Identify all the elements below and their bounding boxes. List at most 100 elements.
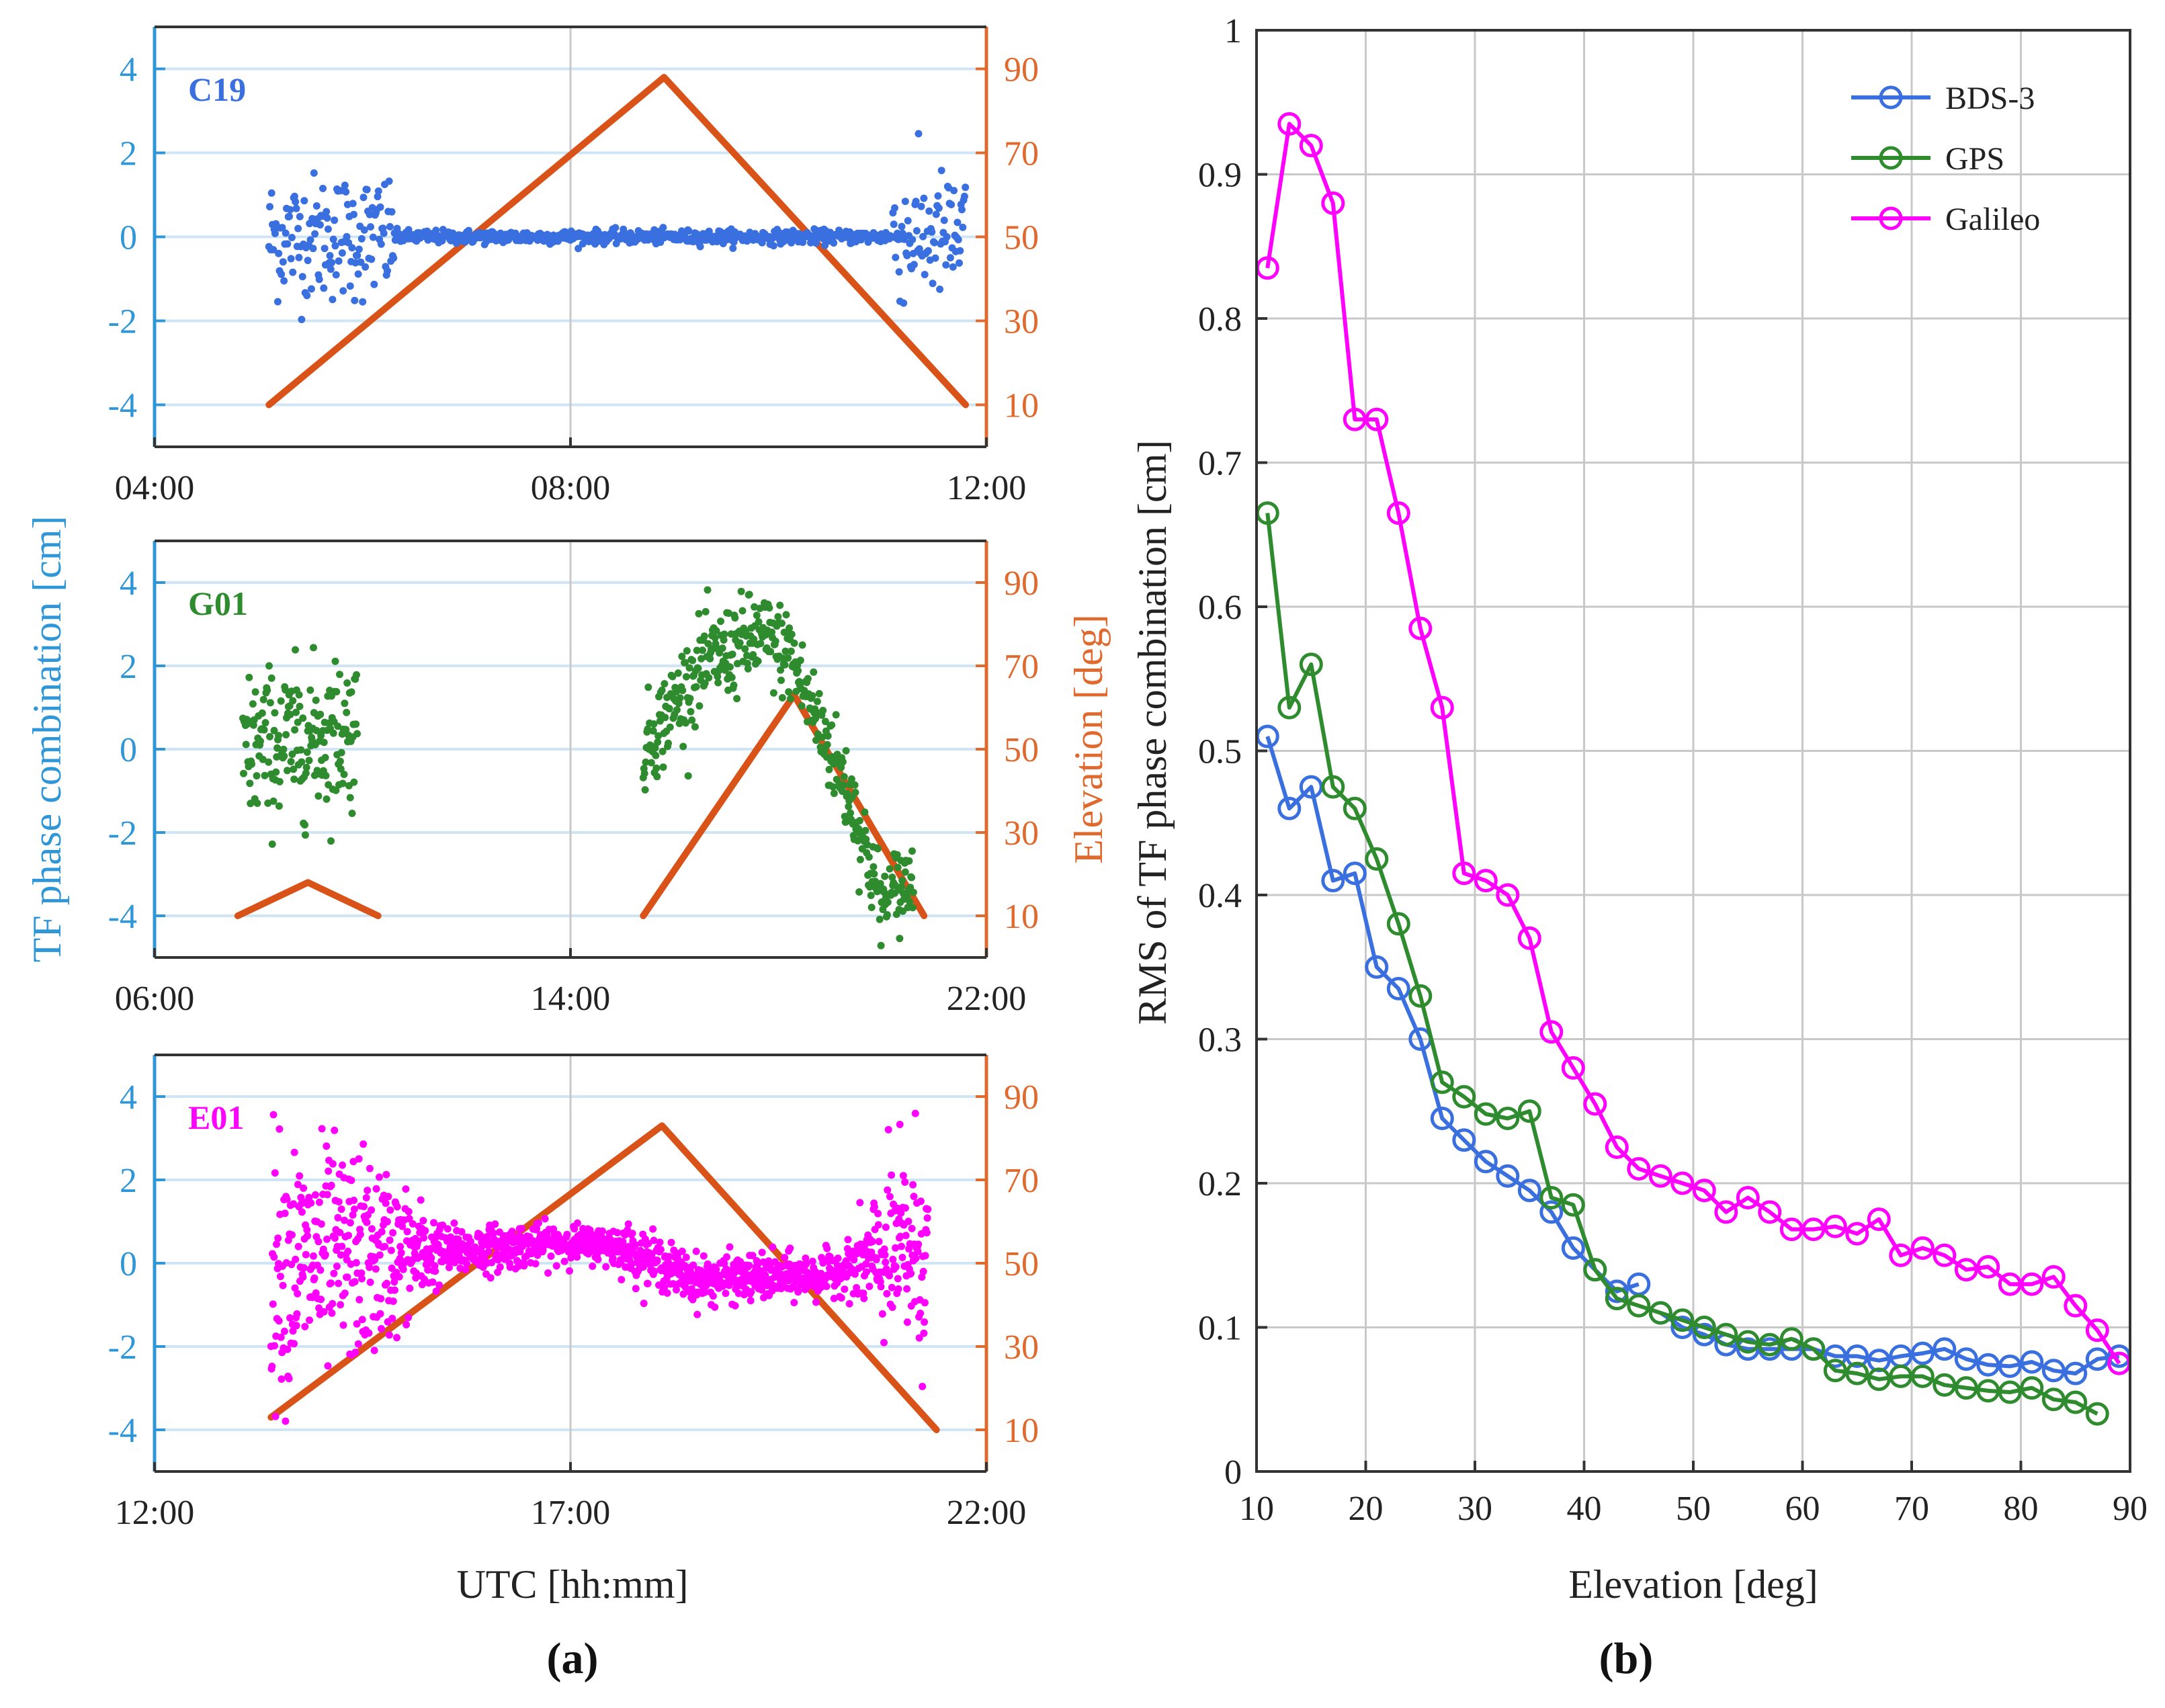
right-tick-label: 50 <box>1004 219 1039 257</box>
tf-point <box>706 654 714 663</box>
tf-point <box>405 1215 413 1223</box>
tf-point <box>594 1256 602 1263</box>
tf-point <box>359 1140 368 1148</box>
bds-3-marker <box>2020 1350 2044 1374</box>
y-tick-label: 0.4 <box>1198 877 1242 915</box>
legend-marker <box>1879 85 1903 110</box>
bds-3-marker <box>1452 1128 1476 1152</box>
tf-point <box>618 1276 626 1283</box>
y-axis-title-b: RMS of TF phase combination [cm] <box>1130 440 1175 1025</box>
tf-point <box>271 1169 279 1177</box>
tf-point <box>892 1244 900 1252</box>
tf-point <box>874 845 882 853</box>
tf-point <box>339 287 347 295</box>
tf-point <box>424 1266 432 1274</box>
tf-point <box>839 758 847 766</box>
tf-point <box>691 723 699 731</box>
galileo-marker <box>2041 1265 2066 1289</box>
tf-point <box>295 253 303 261</box>
tf-point <box>678 652 686 660</box>
tf-point <box>341 699 349 708</box>
tf-point <box>669 673 677 681</box>
tf-point <box>377 240 385 248</box>
tf-point <box>358 1316 366 1324</box>
tf-point <box>278 224 286 232</box>
tf-point <box>355 1155 363 1163</box>
tf-point <box>923 1229 931 1237</box>
tf-point <box>644 683 652 691</box>
tf-point <box>290 1340 298 1348</box>
tf-point <box>369 233 377 241</box>
tf-point <box>350 1197 358 1204</box>
tf-point <box>726 663 734 671</box>
tf-point <box>842 746 850 755</box>
tf-point <box>914 1248 922 1255</box>
tf-point <box>723 1253 730 1261</box>
tf-point <box>808 692 816 699</box>
tf-point <box>384 267 391 275</box>
tf-point <box>659 224 667 232</box>
gps-marker <box>1976 1379 2000 1403</box>
tf-point <box>273 298 282 306</box>
tf-point <box>661 1283 669 1291</box>
tf-point <box>918 1273 926 1281</box>
tf-point <box>863 841 872 849</box>
tf-point <box>769 1243 777 1251</box>
tf-point <box>383 1218 391 1226</box>
tf-point <box>393 1334 400 1342</box>
tf-point <box>321 754 329 761</box>
right-tick-label: 70 <box>1004 1162 1039 1200</box>
tf-point <box>667 1238 675 1246</box>
tf-point <box>296 1172 304 1180</box>
tf-point <box>294 1289 302 1297</box>
tf-point <box>328 259 336 267</box>
tf-point <box>435 1281 443 1289</box>
tf-point <box>341 1216 348 1224</box>
tf-point <box>661 680 669 688</box>
tf-point <box>374 193 382 201</box>
tf-point <box>470 1248 478 1256</box>
tf-point <box>466 1238 474 1246</box>
elevation-line <box>640 691 928 919</box>
right-tick-label: 90 <box>1004 564 1039 603</box>
tf-point <box>874 1221 882 1229</box>
tf-point <box>299 1273 307 1281</box>
tf-point <box>363 185 371 194</box>
tf-point <box>320 284 328 292</box>
tf-point <box>878 1310 886 1318</box>
tf-point <box>337 765 345 773</box>
tf-point <box>644 1240 652 1248</box>
tf-point <box>736 639 744 647</box>
right-tick-label: 10 <box>1004 898 1039 936</box>
tf-point <box>709 1292 717 1300</box>
tf-point <box>834 1254 842 1263</box>
tf-point <box>294 224 302 232</box>
y-tick-label: 0.1 <box>1198 1310 1242 1348</box>
tf-point <box>917 1310 925 1318</box>
tf-point <box>853 1284 861 1291</box>
tf-point <box>284 1236 292 1244</box>
galileo-marker <box>2020 1272 2044 1296</box>
tf-point <box>357 1269 366 1277</box>
tf-point <box>331 1126 339 1134</box>
tf-point <box>876 915 884 923</box>
tf-point <box>909 1181 917 1189</box>
tf-point <box>370 280 378 288</box>
tf-point <box>699 1252 708 1260</box>
tf-point <box>351 1349 359 1357</box>
tf-point <box>328 1309 336 1317</box>
tf-point <box>654 738 662 746</box>
tf-point <box>520 1262 528 1270</box>
tf-point <box>399 1265 407 1273</box>
tf-point <box>334 1213 342 1222</box>
gps-marker <box>1889 1364 1913 1388</box>
tf-point <box>291 726 299 734</box>
tf-point <box>314 1238 323 1246</box>
tf-point <box>253 772 261 780</box>
tf-point <box>908 1224 916 1232</box>
tf-point <box>765 604 773 612</box>
tf-point <box>847 809 855 817</box>
left-tick-label: 0 <box>120 731 137 769</box>
tf-point <box>681 658 689 667</box>
tf-point <box>640 1299 648 1308</box>
